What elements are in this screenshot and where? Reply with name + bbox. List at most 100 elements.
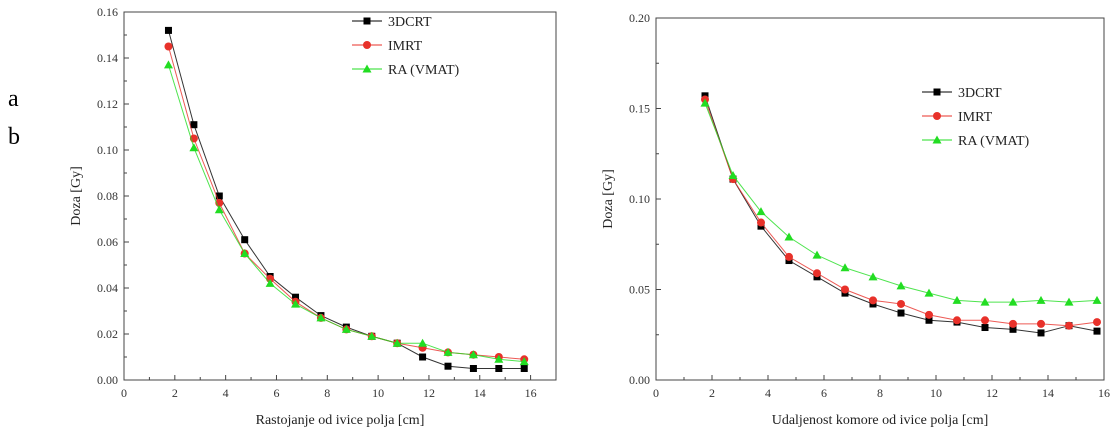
- chart-1-point-ra-vmat: [700, 98, 710, 107]
- chart-1-x-tick-label: 12: [986, 386, 998, 400]
- chart-0-x-tick-label: 8: [324, 386, 330, 400]
- chart-1-plot-frame: [655, 17, 1105, 381]
- chart-1-y-tick-label: 0.10: [629, 192, 650, 206]
- chart-1-point-ra-vmat: [952, 295, 962, 304]
- chart-1-point-imrt: [757, 218, 765, 227]
- chart-0-x-tick-label: 6: [273, 386, 279, 400]
- chart-1-point-imrt: [1009, 319, 1017, 328]
- chart-0-point-ra-vmat: [291, 299, 301, 308]
- chart-0-legend-label-ra-vmat: RA (VMAT): [388, 63, 460, 78]
- chart-0-point-ra-vmat: [341, 324, 351, 333]
- chart-1-point-ra-vmat: [1064, 297, 1074, 306]
- chart-1-point-imrt: [785, 252, 793, 261]
- chart-1-point-imrt: [1093, 318, 1101, 327]
- chart-0-y-tick-label: 0.16: [97, 5, 118, 19]
- chart-1-point-ra-vmat: [1036, 295, 1046, 304]
- chart-0-point-ra-vmat: [189, 143, 199, 152]
- chart-1-point-imrt: [981, 316, 989, 325]
- chart-0-y-tick-label: 0.14: [97, 51, 118, 65]
- chart-1-series-ra-vmat: [700, 98, 1102, 306]
- chart-1-point-imrt: [1065, 321, 1073, 330]
- chart-0-point-imrt: [164, 42, 173, 51]
- chart-0-point-3dcrt: [469, 365, 477, 372]
- chart-1-point-3dcrt: [925, 316, 933, 324]
- chart-0-point-3dcrt: [520, 365, 528, 372]
- chart-0-x-tick-label: 16: [525, 386, 537, 400]
- chart-1-x-axis-label: Udaljenost komore od ivice polja [cm]: [772, 413, 989, 428]
- chart-0-point-3dcrt: [190, 121, 198, 129]
- chart-1-legend-marker-3dcrt: [933, 88, 941, 96]
- chart-0-y-tick-label: 0.12: [97, 97, 118, 111]
- chart-1-series-line-ra-vmat: [704, 102, 1098, 303]
- chart-0-y-axis-label: Doza [Gy]: [69, 166, 84, 225]
- chart-1-x-tick-label: 4: [765, 386, 771, 400]
- chart-1-point-ra-vmat: [1092, 295, 1102, 304]
- chart-0-legend-marker-imrt: [363, 41, 371, 49]
- chart-1-point-ra-vmat: [1008, 297, 1018, 306]
- chart-1-point-imrt: [925, 310, 933, 319]
- chart-1-y-axis-label: Doza [Gy]: [601, 169, 616, 228]
- chart-0-legend-marker-ra-vmat: [362, 64, 372, 73]
- chart-0-point-ra-vmat: [468, 350, 478, 359]
- chart-1-point-ra-vmat: [924, 288, 934, 297]
- chart-1-point-imrt: [953, 316, 961, 325]
- chart-1-point-3dcrt: [1037, 329, 1045, 337]
- chart-0-legend-marker-3dcrt: [363, 17, 371, 25]
- chart-0-legend-label-3dcrt: 3DCRT: [388, 15, 432, 30]
- panel-label-a: a: [8, 86, 19, 112]
- chart-1-point-3dcrt: [1009, 325, 1017, 333]
- chart-0-point-ra-vmat: [316, 313, 326, 322]
- chart-1-legend-label-imrt: IMRT: [958, 110, 993, 125]
- chart-0-y-tick-label: 0.00: [97, 373, 118, 387]
- chart-1-x-tick-label: 0: [653, 386, 659, 400]
- chart-0-point-3dcrt: [444, 362, 452, 370]
- chart-1-x-tick-label: 2: [709, 386, 715, 400]
- chart-0-y-tick-label: 0.04: [97, 281, 118, 295]
- chart-0-y-tick-label: 0.10: [97, 143, 118, 157]
- chart-0-y-tick-label: 0.06: [97, 235, 118, 249]
- chart-0-point-3dcrt: [215, 192, 223, 200]
- chart-0-x-tick-label: 14: [474, 386, 486, 400]
- chart-1-y-tick-label: 0.20: [629, 11, 650, 25]
- chart-0-legend: 3DCRT IMRT RA (VMAT): [352, 15, 460, 78]
- chart-1-point-imrt: [813, 269, 821, 278]
- chart-1-point-ra-vmat: [728, 170, 738, 179]
- chart-0-legend-label-imrt: IMRT: [388, 39, 423, 54]
- chart-0-series-ra-vmat: [163, 60, 529, 366]
- chart-1-point-ra-vmat: [868, 272, 878, 281]
- chart-1-point-ra-vmat: [784, 232, 794, 241]
- chart-1-point-3dcrt: [897, 309, 905, 317]
- chart-0-point-ra-vmat: [519, 357, 529, 366]
- chart-right: 0 2 4 6 8 10 12 14 16 0.00 0.05 0.10 0.15 0.20 Udaljen…: [601, 11, 1110, 428]
- chart-1-point-ra-vmat: [756, 207, 766, 216]
- chart-1-legend: 3DCRT IMRT RA (VMAT): [922, 86, 1030, 149]
- chart-1-legend-marker-ra-vmat: [932, 135, 942, 144]
- chart-1-x-tick-label: 14: [1042, 386, 1054, 400]
- chart-1-point-imrt: [869, 296, 877, 305]
- chart-1-legend-label-3dcrt: 3DCRT: [958, 86, 1002, 101]
- chart-0-x-tick-label: 0: [121, 386, 127, 400]
- chart-1-point-ra-vmat: [980, 297, 990, 306]
- chart-0-y-tick-label: 0.02: [97, 327, 118, 341]
- chart-0-x-axis-label: Rastojanje od ivice polja [cm]: [256, 413, 425, 428]
- chart-0-point-3dcrt: [292, 293, 300, 301]
- chart-1-x-tick-label: 10: [930, 386, 942, 400]
- chart-0-point-ra-vmat: [214, 205, 224, 214]
- chart-0-point-3dcrt: [164, 26, 172, 34]
- chart-1-x-tick-label: 6: [821, 386, 827, 400]
- chart-0-plot-frame: [123, 11, 557, 381]
- chart-0-point-ra-vmat: [418, 338, 428, 347]
- chart-0-series-imrt: [164, 42, 529, 364]
- chart-0-point-ra-vmat: [494, 354, 504, 363]
- chart-0-point-ra-vmat: [392, 338, 402, 347]
- chart-0-x-tick-label: 4: [223, 386, 229, 400]
- chart-0-x-tick-label: 10: [372, 386, 384, 400]
- chart-1-point-ra-vmat: [896, 281, 906, 290]
- chart-0-point-ra-vmat: [240, 249, 250, 257]
- chart-1-point-ra-vmat: [812, 250, 822, 259]
- chart-1-point-3dcrt: [981, 324, 989, 332]
- chart-0-y-tick-label: 0.08: [97, 189, 118, 203]
- chart-1-point-imrt: [1037, 319, 1045, 328]
- chart-1-legend-marker-imrt: [933, 112, 941, 120]
